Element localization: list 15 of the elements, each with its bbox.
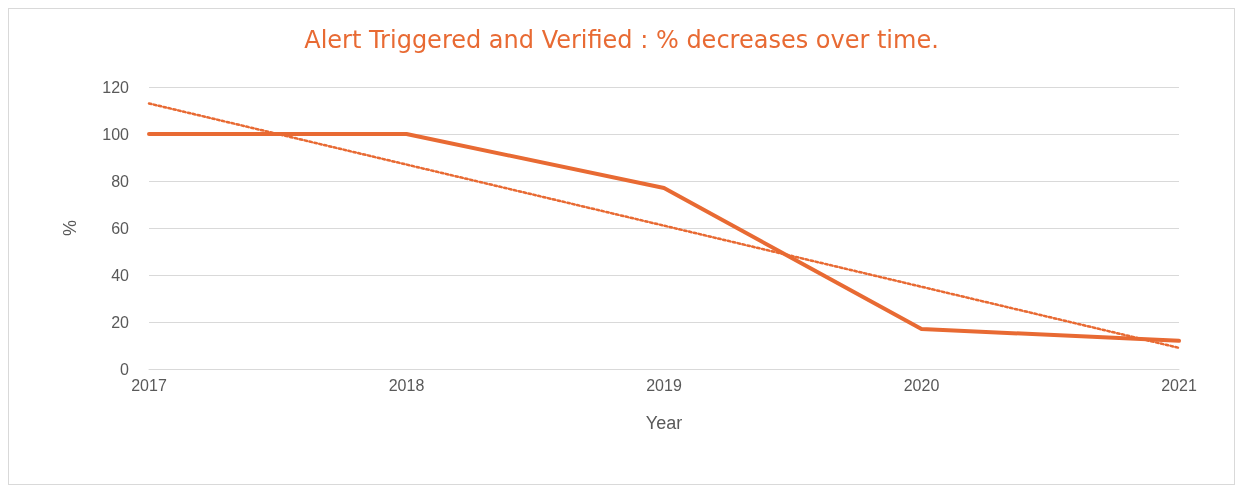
y-axis-title: % — [60, 219, 80, 237]
y-tick-label: 100 — [102, 125, 130, 143]
y-tick-label: 40 — [111, 266, 130, 284]
y-tick-label: 80 — [111, 172, 130, 190]
y-tick-label: 0 — [120, 360, 130, 378]
y-tick-label: 20 — [111, 313, 130, 331]
x-tick-label: 2019 — [646, 376, 682, 394]
x-tick-label: 2017 — [131, 376, 167, 394]
y-tick-label: 120 — [102, 78, 130, 96]
x-tick-label: 2018 — [388, 376, 425, 394]
x-axis-title: Year — [645, 413, 683, 433]
y-tick-label: 60 — [111, 219, 130, 237]
chart-title: Alert Triggered and Verified : % decreases over time. — [304, 26, 939, 54]
x-tick-label: 2020 — [903, 376, 940, 394]
x-tick-label: 2021 — [1161, 376, 1197, 394]
